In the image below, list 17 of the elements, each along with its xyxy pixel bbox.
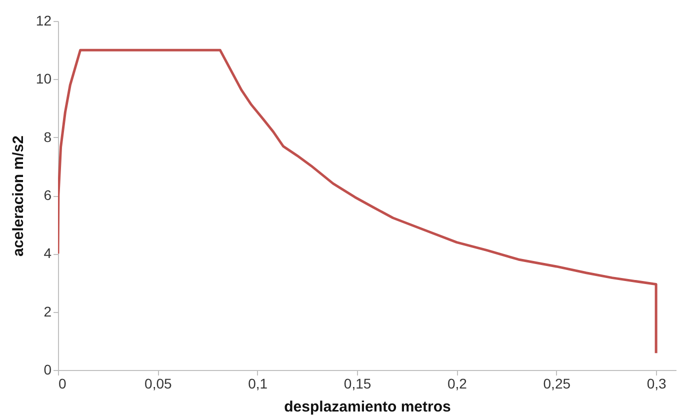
y-tick-label: 6 xyxy=(44,187,52,203)
x-tick-label: 0,05 xyxy=(144,376,172,392)
line-series xyxy=(58,48,658,354)
x-tick-label: 0,2 xyxy=(447,376,468,392)
y-tick-label: 0 xyxy=(44,362,52,378)
x-tick-label: 0,3 xyxy=(646,376,667,392)
y-tick-label: 10 xyxy=(36,70,52,87)
x-tick-label: 0,15 xyxy=(344,376,372,392)
y-axis-title: aceleracion m/s2 xyxy=(10,136,27,256)
y-tick-label: 12 xyxy=(36,12,52,28)
x-tick-label: 0,1 xyxy=(248,376,268,392)
y-tick-label: 8 xyxy=(44,128,52,145)
x-tick-label: 0 xyxy=(58,376,66,392)
x-tick-label: 0,25 xyxy=(543,376,571,392)
x-axis-title: desplazamiento metros xyxy=(284,398,451,416)
y-tick-label: 4 xyxy=(44,245,52,262)
y-tick-label: 2 xyxy=(44,303,52,320)
